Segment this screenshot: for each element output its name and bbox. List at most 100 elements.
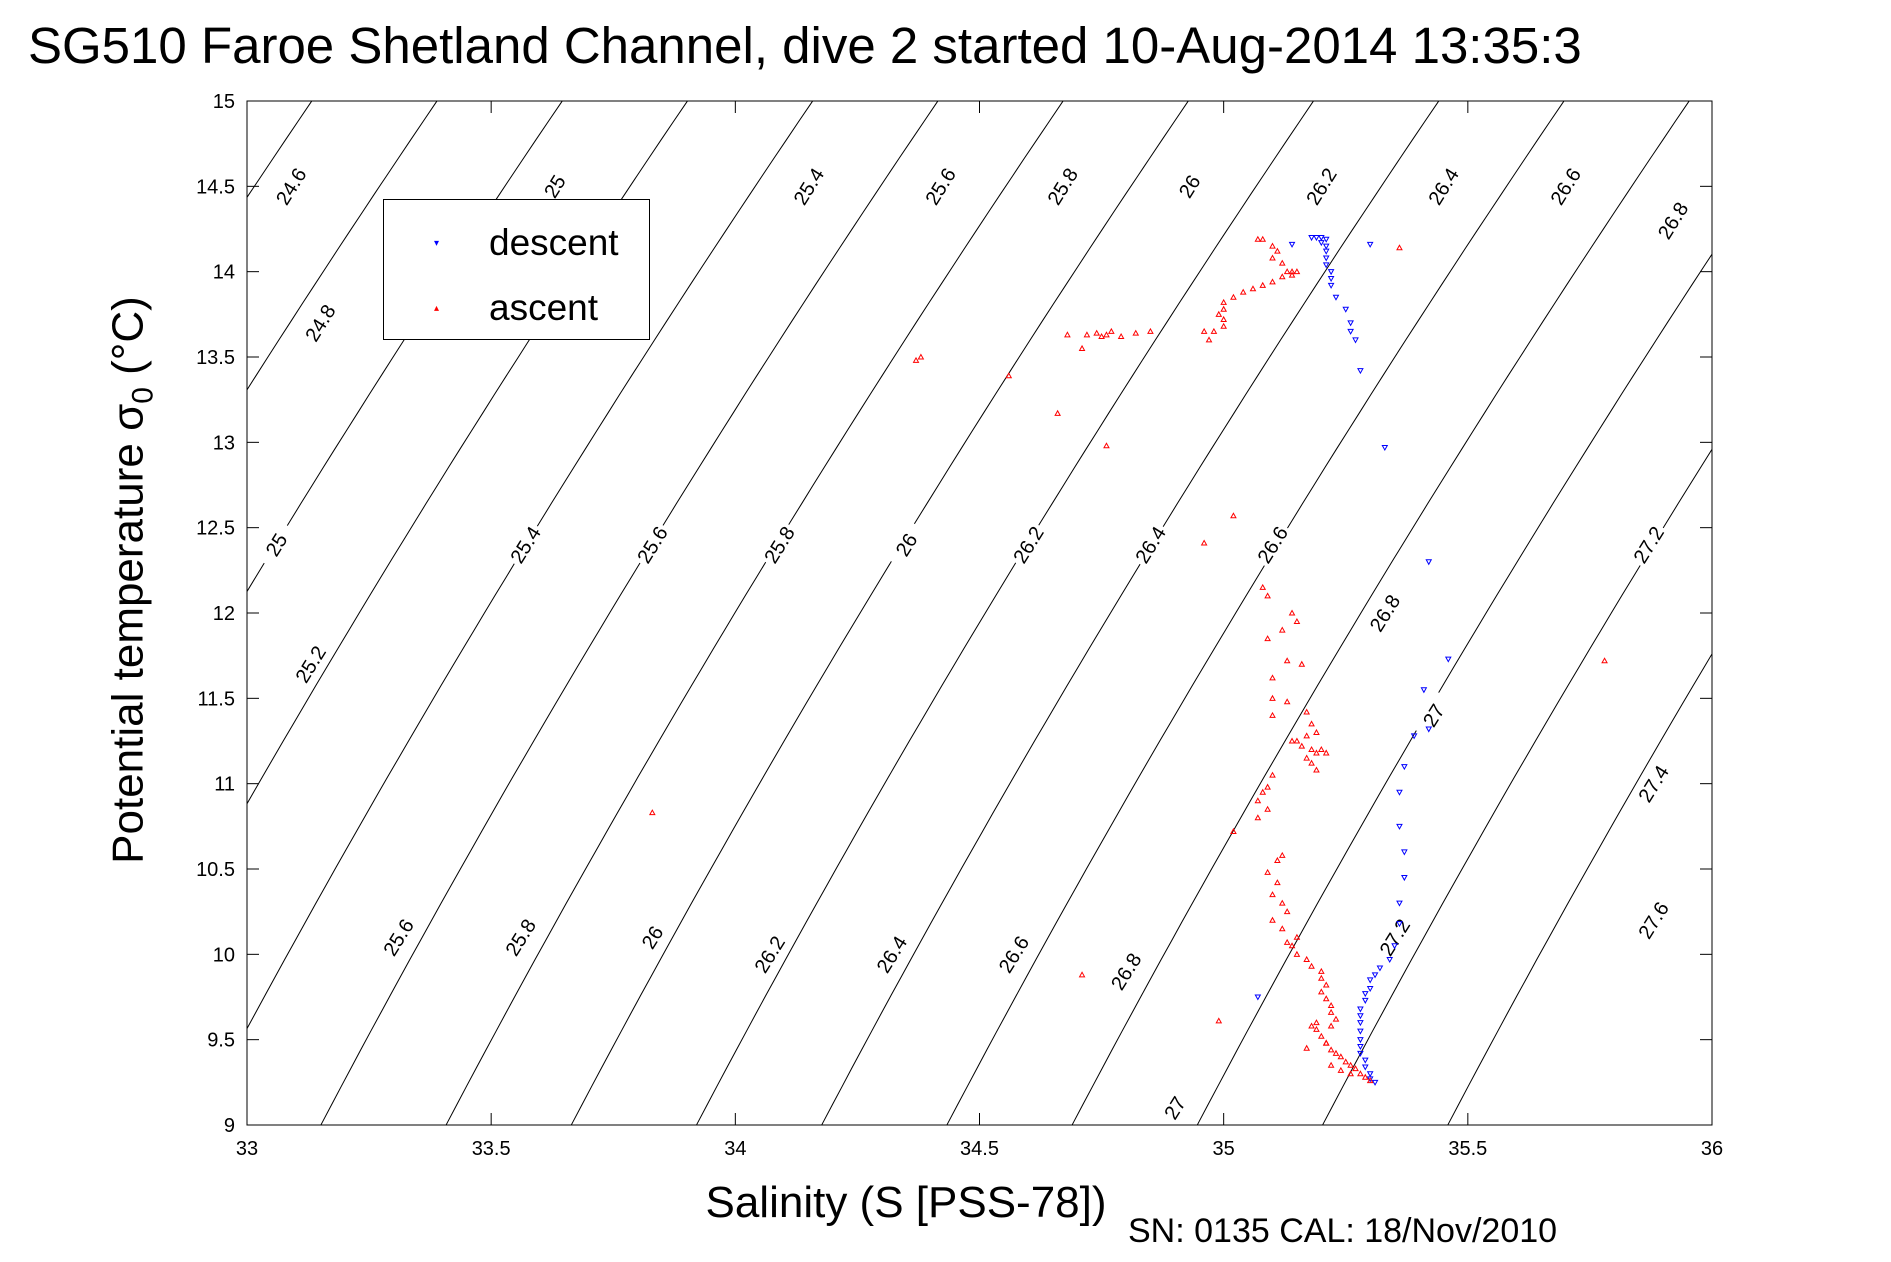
descent-point [1391,943,1398,950]
isopycnal-label: 26.2 [1299,161,1344,212]
ascent-point [1210,327,1218,334]
descent-point [1366,241,1374,248]
ascent-point [1264,783,1271,790]
legend-label-ascent: ascent [489,287,599,328]
ascent-point [1293,933,1301,940]
ascent-point [1254,814,1262,821]
ascent-point [1264,592,1271,599]
ascent-point [1278,899,1286,906]
ascent-point [1317,974,1325,981]
legend-marker-ascent: ▴ [434,303,440,314]
isopycnal-label-background [1104,946,1148,997]
descent-point [1396,900,1403,907]
x-tick-label: 33.5 [472,1138,511,1160]
isopycnal-label: 27.4 [1631,758,1676,809]
isopycnal-label-background [869,929,914,980]
ascent-point [1259,281,1267,288]
ascent-point [1303,1044,1311,1051]
y-tick-label: 12.5 [196,518,235,540]
descent-point [1308,235,1315,242]
descent-point [1396,789,1403,796]
descent-point [1342,306,1350,313]
isopycnal-label: 26.6 [1543,161,1588,212]
isopycnal-line-25 [247,101,438,391]
ascent-point [1264,635,1271,642]
isopycnal-label-background [747,929,792,980]
isopycnal-label: 26.8 [1651,195,1695,246]
descent-point [1366,977,1374,984]
isopycnal-label-background [532,161,577,212]
isopycnal-label: 25.6 [376,912,421,963]
descent-point [1317,235,1325,242]
isopycnal-label: 26.8 [1104,946,1148,997]
ascent-point [1293,737,1301,744]
ascent-point [1264,868,1271,875]
descent-point [1322,243,1330,250]
y-tick-label: 13.5 [196,347,235,369]
isopycnal-label: 25.2 [288,639,333,690]
ascent-point [1274,247,1281,254]
ascent-point [1366,1077,1374,1084]
ascent-point [1078,344,1086,351]
ascent-point [1347,1070,1354,1077]
x-axis-label: Salinity (S [PSS-78]) [705,1178,1107,1227]
ascent-point [1064,331,1071,338]
ascent-point [1327,1008,1335,1015]
calibration-note: SN: 0135 CAL: 18/Nov/2010 [1128,1212,1558,1250]
y-axis-label-unit: (°C) [103,296,153,388]
ascent-point [1269,674,1276,681]
descent-point [1396,823,1403,830]
ascent-point [1322,995,1330,1002]
descent-point [1371,972,1379,979]
x-tick-label: 34 [724,1138,746,1160]
ascent-point [1278,273,1286,280]
ascent-point [1313,1019,1320,1026]
ascent-point [1269,694,1276,701]
ascent-point [1103,331,1110,338]
ascent-point [1054,409,1061,416]
x-tick-label: 35 [1213,1138,1235,1160]
descent-point [1376,965,1384,972]
ascent-point [1230,293,1237,300]
ascent-point [1327,1022,1335,1029]
ascent-point [1303,754,1311,761]
descent-point [1361,991,1369,998]
ascent-point [1269,771,1276,778]
legend-item-descent: ▾ descent [384,212,649,272]
ascent-point [1093,329,1101,336]
ascent-point [1313,766,1320,773]
isopycnal-line-27.6 [1447,652,1712,1125]
ascent-point [1361,1073,1369,1080]
isopycnal-label-background [918,161,963,212]
isopycnal-label: 26.4 [869,929,914,980]
ascent-point [1254,797,1262,804]
descent-point [1332,294,1340,301]
y-tick-label: 14 [213,262,235,284]
isopycnal-label: 25.4 [786,161,831,212]
ascent-point [1200,327,1208,334]
isopycnal-label-background [1543,161,1588,212]
descent-point [1313,235,1320,242]
ascent-point [1288,609,1296,616]
legend-item-ascent: ▴ ascent [384,277,649,337]
descent-point [1361,1057,1369,1064]
ascent-point [1259,583,1267,590]
ascent-point [1313,749,1320,756]
ascent-point [1288,737,1296,744]
legend-label-descent: descent [489,222,619,263]
ascent-point [1288,268,1296,275]
ascent-point [1117,332,1125,340]
y-axis-label-main: Potential temperature σ [103,403,153,864]
ascent-point [1108,327,1115,334]
isopycnal-label: 24.6 [269,161,313,212]
isopycnal-label: 26.2 [747,929,792,980]
isopycnal-label-background [269,161,313,212]
isopycnal-label: 27 [1411,690,1456,741]
isopycnal-label-background [630,519,675,570]
isopycnal-label-background [288,639,333,690]
isopycnal-label-background [298,297,343,348]
ascent-point [1332,1015,1340,1022]
descent-point [1357,1028,1364,1035]
y-tick-label: 13 [213,432,235,454]
isopycnal-label-background [1128,519,1173,570]
